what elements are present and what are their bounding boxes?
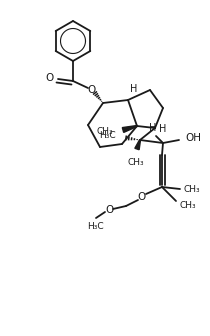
- Text: O: O: [105, 205, 113, 215]
- Text: CH₃: CH₃: [96, 127, 113, 136]
- Text: O: O: [88, 85, 96, 95]
- Text: H: H: [159, 124, 166, 134]
- Text: CH₃: CH₃: [184, 185, 201, 195]
- Text: CH₃: CH₃: [128, 158, 144, 167]
- Text: O: O: [46, 73, 54, 83]
- Polygon shape: [135, 140, 140, 150]
- Text: OH: OH: [185, 133, 201, 143]
- Text: H: H: [149, 123, 157, 133]
- Text: H₃C: H₃C: [99, 131, 116, 140]
- Polygon shape: [122, 126, 137, 132]
- Text: H: H: [130, 84, 137, 94]
- Text: CH₃: CH₃: [180, 201, 197, 210]
- Text: O: O: [138, 192, 146, 202]
- Text: H₃C: H₃C: [87, 222, 103, 231]
